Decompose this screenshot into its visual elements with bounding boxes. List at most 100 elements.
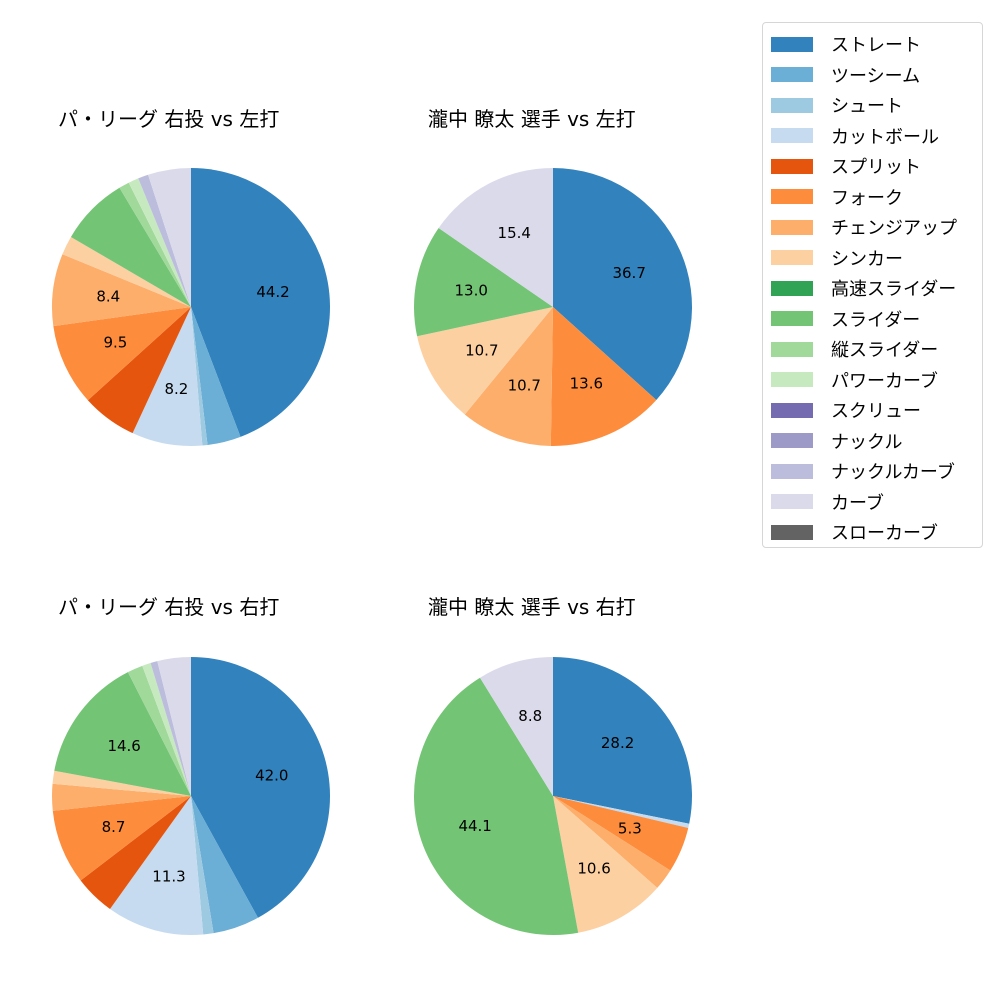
- slice-value-label: 44.1: [458, 817, 491, 835]
- pie-slice: [51, 254, 191, 327]
- pie-slice: [191, 307, 241, 446]
- chart-title-1: パ・リーグ 右投 vs 左打: [58, 107, 280, 131]
- pie-slice: [52, 770, 191, 796]
- legend-label: スプリット: [831, 157, 921, 178]
- pie-slice: [414, 228, 553, 337]
- legend-swatch-icon: [771, 433, 813, 448]
- slice-value-label: 13.6: [570, 374, 603, 392]
- pie-slice: [553, 796, 690, 829]
- pie-slice: [127, 665, 191, 796]
- legend-label: チェンジアップ: [831, 218, 957, 239]
- pie-slice: [414, 677, 579, 936]
- pie-slice: [138, 174, 191, 307]
- pie-slice: [553, 168, 692, 400]
- legend-label: シュート: [831, 96, 903, 117]
- pie-slice: [553, 796, 671, 888]
- legend-item: ストレート: [771, 33, 921, 56]
- legend-swatch-icon: [771, 372, 813, 387]
- legend-swatch-icon: [771, 524, 813, 540]
- pie-slice: [464, 307, 553, 446]
- pie-slice: [191, 657, 331, 918]
- legend-swatch-icon: [771, 189, 813, 204]
- legend-swatch-icon: [771, 67, 813, 82]
- legend-swatch-icon: [771, 494, 813, 509]
- slice-value-label: 8.4: [96, 288, 120, 306]
- legend-swatch-icon: [771, 280, 813, 296]
- slice-value-label: 8.7: [102, 818, 126, 836]
- pie-slice: [417, 307, 553, 415]
- legend-item: シンカー: [771, 247, 903, 270]
- legend-label: ナックルカーブ: [831, 462, 955, 483]
- pie-slice: [148, 168, 191, 307]
- pie-slice: [142, 663, 191, 796]
- legend-item: フォーク: [771, 186, 903, 209]
- slice-value-label: 9.5: [103, 333, 127, 351]
- legend-swatch-icon: [771, 219, 813, 235]
- pie-slice: [191, 168, 331, 437]
- legend-item: シュート: [771, 94, 903, 117]
- legend-item: スクリュー: [771, 399, 921, 422]
- pie-slice: [150, 661, 191, 796]
- pie-slice: [62, 236, 191, 307]
- legend-label: 高速スライダー: [831, 279, 957, 300]
- pie-slice: [70, 187, 191, 307]
- slice-value-label: 11.3: [152, 867, 185, 885]
- legend-item: 縦スライダー: [771, 338, 938, 361]
- pie-slice: [53, 307, 191, 401]
- legend-item: チェンジアップ: [771, 216, 957, 239]
- legend-label: スローカーブ: [831, 523, 938, 544]
- legend-label: ナックル: [831, 431, 903, 453]
- pie-chart-4: 28.2 5.3 10.6 44.1 8.8: [414, 657, 692, 936]
- legend-item: スプリット: [771, 155, 921, 178]
- slice-value-label: 10.6: [577, 860, 610, 878]
- pie-chart-3: 42.0 11.3 8.7 14.6: [52, 657, 331, 936]
- pie-slice: [52, 796, 191, 881]
- pie-slice: [553, 657, 692, 824]
- pie-slice: [438, 168, 553, 307]
- legend-item: スローカーブ: [771, 521, 938, 544]
- slice-value-label: 8.2: [164, 380, 188, 398]
- legend-swatch-icon: [771, 250, 813, 265]
- legend-swatch-icon: [771, 402, 813, 418]
- pie-chart-1: 44.2 8.2 9.5 8.4: [51, 168, 331, 447]
- legend-item: 高速スライダー: [771, 277, 957, 300]
- legend-item: パワーカーブ: [771, 369, 938, 392]
- slice-value-label: 42.0: [255, 766, 288, 784]
- pie-slice: [157, 657, 191, 796]
- slice-value-label: 5.3: [618, 819, 642, 837]
- pie-chart-2: 36.7 13.6 10.7 10.7 13.0 15.4: [414, 168, 692, 446]
- legend-label: シンカー: [831, 248, 903, 270]
- pie-slice: [132, 307, 203, 447]
- pie-slice: [52, 783, 192, 811]
- legend-item: ナックル: [771, 430, 903, 453]
- legend-item: ナックルカーブ: [771, 460, 955, 483]
- chart-title-4: 瀧中 瞭太 選手 vs 右打: [428, 595, 636, 619]
- pie-slice: [191, 796, 258, 934]
- slice-value-label: 15.4: [498, 224, 531, 242]
- slice-value-label: 28.2: [601, 734, 634, 752]
- legend-label: パワーカーブ: [831, 370, 938, 392]
- legend-item: カーブ: [771, 491, 884, 514]
- pie-slice: [80, 796, 191, 909]
- pie-slice: [191, 796, 214, 935]
- legend-label: カットボール: [831, 126, 939, 148]
- pie-slice: [54, 672, 191, 796]
- pie-slice: [191, 307, 208, 446]
- slice-value-label: 13.0: [454, 282, 487, 300]
- legend-label: カーブ: [831, 492, 884, 514]
- legend-swatch-icon: [771, 463, 813, 479]
- legend: ストレートツーシームシュートカットボール スプリットフォークチェンジアップ シンカー…: [762, 22, 983, 548]
- legend-swatch-icon: [771, 311, 813, 326]
- chart-title-2: 瀧中 瞭太 選手 vs 左打: [428, 107, 636, 131]
- pie-slice: [480, 657, 553, 796]
- slice-value-label: 14.6: [107, 737, 140, 755]
- legend-swatch-icon: [771, 341, 813, 357]
- pie-slice: [87, 307, 191, 434]
- legend-item: カットボール: [771, 125, 939, 148]
- pie-slice: [119, 182, 191, 307]
- legend-swatch-icon: [771, 36, 813, 52]
- legend-swatch-icon: [771, 128, 813, 143]
- slice-value-label: 10.7: [465, 341, 498, 359]
- legend-item: ツーシーム: [771, 64, 920, 87]
